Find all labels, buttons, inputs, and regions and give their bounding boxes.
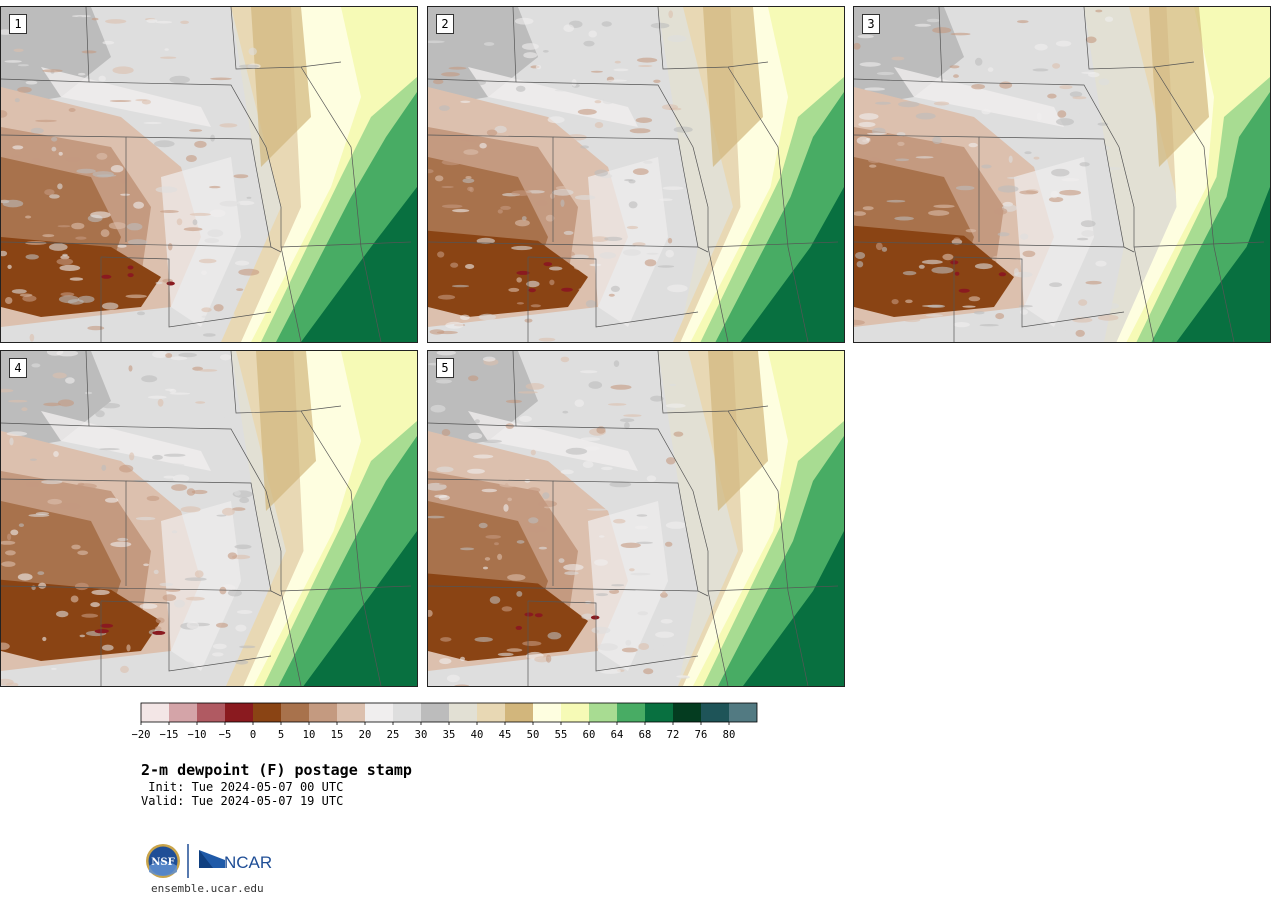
- colorbar-tick-label: 68: [639, 729, 652, 741]
- panel-number-2: 2: [436, 14, 454, 34]
- panel-number-3: 3: [862, 14, 880, 34]
- dewpoint-map-4: [1, 351, 417, 686]
- colorbar-segment: [197, 703, 225, 722]
- colorbar-tick-label: −5: [219, 729, 232, 741]
- colorbar-segment: [505, 703, 533, 722]
- colorbar-segment: [309, 703, 337, 722]
- ncar-logo: NCAR: [199, 850, 272, 872]
- colorbar-segment: [589, 703, 617, 722]
- stamp-panel-3: 3: [853, 6, 1271, 343]
- colorbar-segment: [253, 703, 281, 722]
- nsf-logo-text: NSF: [151, 857, 174, 868]
- colorbar-tick-label: 30: [415, 729, 428, 741]
- colorbar: −20 −15 −10 −5 0 5 10 15 20 25 30 35 40 45 50 55 60 64 68 7…: [132, 702, 758, 741]
- ncar-logo-text: NCAR: [224, 853, 272, 872]
- colorbar-segment: [365, 703, 393, 722]
- nsf-logo: NSF: [146, 844, 180, 878]
- colorbar-segment: [701, 703, 729, 722]
- colorbar-segment: [617, 703, 645, 722]
- logos: NSF NCAR: [146, 844, 272, 878]
- panel-number-5: 5: [436, 358, 454, 378]
- colorbar-tick-label: 80: [723, 729, 736, 741]
- colorbar-tick-label: 20: [359, 729, 372, 741]
- colorbar-tick-label: 72: [667, 729, 680, 741]
- dewpoint-map-2: [428, 7, 844, 342]
- colorbar-tick-label: 25: [387, 729, 400, 741]
- colorbar-segment: [421, 703, 449, 722]
- colorbar-segment: [729, 703, 757, 722]
- colorbar-tick-label: 40: [471, 729, 484, 741]
- site-url: ensemble.ucar.edu: [151, 882, 264, 895]
- stamp-panel-4: 4: [0, 350, 418, 687]
- colorbar-tick-label: 10: [303, 729, 316, 741]
- colorbar-segment: [141, 703, 169, 722]
- colorbar-tick-label: −15: [160, 729, 179, 741]
- colorbar-tick-label: 55: [555, 729, 568, 741]
- dewpoint-map-3: [854, 7, 1270, 342]
- panel-number-1: 1: [9, 14, 27, 34]
- colorbar-segment: [561, 703, 589, 722]
- stamp-panel-2: 2: [427, 6, 845, 343]
- colorbar-tick-label: 35: [443, 729, 456, 741]
- init-time: Init: Tue 2024-05-07 00 UTC: [141, 780, 344, 794]
- colorbar-segment: [673, 703, 701, 722]
- colorbar-segment: [449, 703, 477, 722]
- colorbar-segment: [281, 703, 309, 722]
- colorbar-tick-label: 50: [527, 729, 540, 741]
- colorbar-tick-label: 15: [331, 729, 344, 741]
- stamp-panel-5: 5: [427, 350, 845, 687]
- colorbar-tick-label: 64: [611, 729, 624, 741]
- dewpoint-map-1: [1, 7, 417, 342]
- stamp-panel-1: 1: [0, 6, 418, 343]
- colorbar-segment: [337, 703, 365, 722]
- colorbar-segment: [477, 703, 505, 722]
- colorbar-segment: [225, 703, 253, 722]
- colorbar-tick-label: 5: [278, 729, 284, 741]
- colorbar-tick-label: 0: [250, 729, 256, 741]
- colorbar-tick-label: 45: [499, 729, 512, 741]
- figure-title: 2-m dewpoint (F) postage stamp: [141, 761, 412, 779]
- colorbar-segment: [169, 703, 197, 722]
- valid-time: Valid: Tue 2024-05-07 19 UTC: [141, 794, 344, 808]
- dewpoint-map-5: [428, 351, 844, 686]
- colorbar-tick-label: −20: [132, 729, 151, 741]
- title-block: 2-m dewpoint (F) postage stamp Init: Tue…: [141, 760, 412, 808]
- colorbar-segment: [645, 703, 673, 722]
- colorbar-tick-label: −10: [188, 729, 207, 741]
- colorbar-tick-label: 76: [695, 729, 708, 741]
- panel-number-4: 4: [9, 358, 27, 378]
- colorbar-tick-label: 60: [583, 729, 596, 741]
- colorbar-segment: [393, 703, 421, 722]
- colorbar-segment: [533, 703, 561, 722]
